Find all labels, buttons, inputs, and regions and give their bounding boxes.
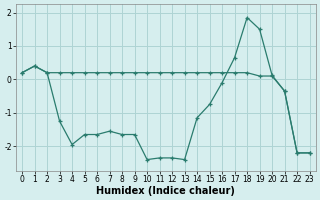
X-axis label: Humidex (Indice chaleur): Humidex (Indice chaleur) [96, 186, 235, 196]
